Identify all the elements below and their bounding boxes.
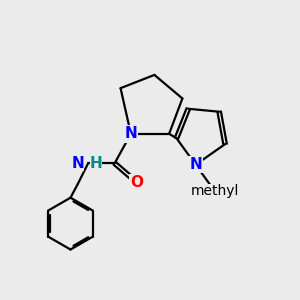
Text: N: N — [124, 126, 137, 141]
Text: O: O — [130, 175, 143, 190]
Text: methyl: methyl — [190, 184, 239, 198]
Text: N: N — [189, 157, 202, 172]
Text: H: H — [90, 156, 102, 171]
Text: N: N — [72, 156, 84, 171]
